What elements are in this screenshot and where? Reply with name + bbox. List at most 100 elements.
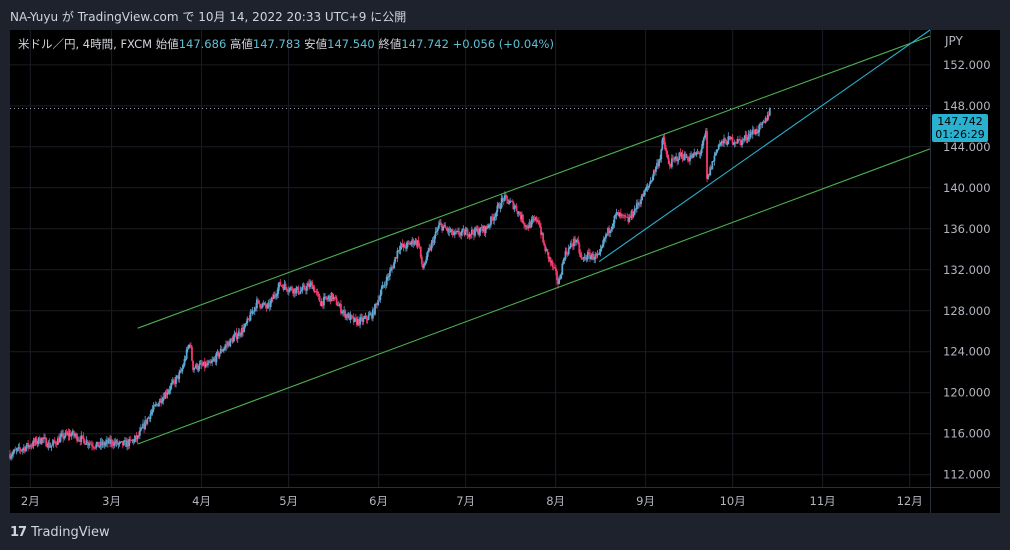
candle-body (318, 295, 321, 302)
legend-open-value: 147.686 (178, 37, 227, 51)
candle-body (192, 360, 194, 370)
candle-body (448, 228, 451, 233)
candle-body (450, 229, 453, 232)
candle-body (345, 314, 348, 318)
candle-body (261, 303, 264, 308)
candle-body (124, 440, 126, 442)
candle-body (392, 267, 394, 269)
candle-body (313, 287, 316, 293)
candle-body (17, 446, 20, 449)
candle-body (657, 162, 659, 166)
candle-body (739, 139, 741, 141)
candle-body (674, 157, 676, 160)
candle-body (255, 299, 258, 309)
candle-body (491, 216, 493, 219)
candle-body (569, 243, 572, 247)
candle-body (595, 254, 598, 256)
candle-body (580, 254, 583, 259)
candle-body (698, 152, 701, 155)
candle-body (515, 206, 518, 212)
candle-body (84, 444, 87, 445)
candle-body (435, 230, 438, 232)
candle-body (710, 167, 713, 170)
candle-body (474, 227, 476, 236)
candle-body (587, 252, 590, 253)
candle-body (344, 310, 347, 318)
candle-body (193, 367, 195, 370)
candle-body (390, 268, 392, 271)
candle-body (96, 441, 99, 445)
candle-body (522, 214, 524, 223)
candle-body (14, 449, 17, 451)
candle-body (336, 305, 339, 307)
candle-body (347, 313, 350, 318)
candle-body (752, 129, 755, 133)
candle-body (286, 290, 289, 292)
candle-body (719, 142, 722, 145)
candle-body (146, 418, 149, 424)
candle-body (350, 314, 353, 317)
candle-body (766, 114, 769, 121)
candle-body (170, 382, 173, 386)
candle-body (178, 372, 181, 380)
candle-body (750, 132, 753, 135)
candle-body (383, 284, 386, 286)
candle-body (575, 240, 578, 243)
candle-body (104, 442, 107, 444)
candle-body (517, 211, 520, 215)
candle-body (141, 427, 143, 429)
candle-body (628, 217, 631, 222)
candle-body (472, 229, 474, 233)
candle-body (46, 446, 49, 448)
candle-body (449, 231, 452, 233)
candle-body (481, 228, 484, 232)
candle-body (246, 318, 249, 324)
candle-body (374, 304, 376, 315)
candle-body (86, 440, 89, 445)
candle-body (214, 358, 217, 363)
candle-body (686, 157, 689, 161)
candle-body (357, 319, 359, 325)
candle-body (9, 454, 11, 459)
candle-body (41, 437, 43, 443)
candle-body (292, 290, 294, 294)
last-price-tag: 147.742 01:26:29 (932, 114, 988, 142)
candle-body (467, 236, 470, 238)
candle-body (359, 317, 362, 325)
candle-body (676, 156, 679, 162)
candle-body (58, 438, 60, 443)
candle-body (693, 152, 696, 154)
candle-body (682, 158, 685, 161)
legend-close-label: 終値 (378, 37, 402, 51)
candle-body (498, 204, 501, 209)
candle-body (63, 436, 66, 439)
candle-body (48, 442, 51, 448)
candle-body (730, 137, 733, 140)
candle-body (548, 257, 551, 259)
candle-body (622, 214, 624, 216)
legend-symbol: 米ドル／円, 4時間, FXCM (18, 37, 153, 51)
candle-body (202, 361, 205, 366)
candle-body (696, 152, 699, 154)
candle-body (187, 345, 190, 349)
candle-body (419, 246, 422, 257)
tradingview-brand[interactable]: 17 TradingView (10, 525, 110, 540)
candle-body (107, 440, 109, 444)
candle-body (635, 202, 638, 210)
candle-body (319, 301, 322, 306)
candle-body (532, 219, 535, 220)
candle-body (553, 267, 556, 269)
chart-frame[interactable] (10, 30, 1000, 513)
candle-body (623, 214, 625, 216)
candle-body (35, 438, 38, 444)
candle-body (354, 317, 357, 319)
candle-body (683, 153, 686, 161)
candle-body (688, 160, 690, 162)
candle-body (514, 206, 517, 207)
candle-body (80, 435, 83, 442)
candle-body (353, 317, 356, 322)
candle-body (138, 430, 141, 436)
candle-body (316, 291, 319, 294)
candle-body (343, 310, 346, 312)
